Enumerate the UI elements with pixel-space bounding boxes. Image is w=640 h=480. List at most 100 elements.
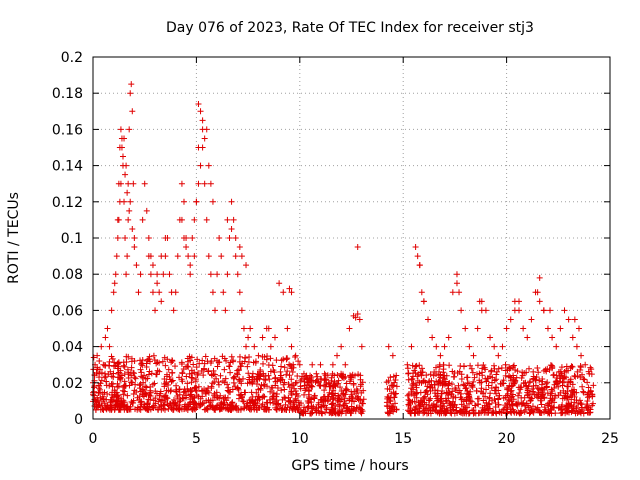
band-point [463,397,470,404]
band-point [464,380,471,387]
data-point [187,262,194,269]
band-point [584,391,591,398]
band-point [354,395,361,402]
data-point [557,325,564,332]
band-point [532,405,539,412]
band-point [210,367,217,374]
band-point [103,378,110,385]
x-tick-label: 5 [192,431,201,447]
data-point [288,289,295,296]
band-point [495,401,502,408]
band-point [205,397,212,404]
band-point [473,388,480,395]
band-point [191,394,198,401]
band-point [97,380,104,387]
band-point [468,398,475,405]
band-point [563,402,570,409]
band-point [286,384,293,391]
band-point [298,400,305,407]
band-point [281,386,288,393]
band-point [213,389,220,396]
band-point [414,409,421,416]
band-point [343,386,350,393]
band-point [421,409,428,416]
band-point [169,377,176,384]
band-point [216,406,223,413]
data-point [147,271,154,278]
data-point [228,198,235,205]
data-point [195,101,202,108]
band-point [476,370,483,377]
band-point [584,398,591,405]
band-point [100,406,107,413]
band-point [257,366,264,373]
band-point [293,390,300,397]
band-point [544,379,551,386]
band-point [558,410,565,417]
data-point [292,352,299,359]
data-point [520,325,527,332]
band-point [197,395,204,402]
band-point [124,392,131,399]
band-point [488,384,495,391]
band-point [348,398,355,405]
band-point [530,388,537,395]
band-point [506,397,513,404]
band-point [198,368,205,375]
band-point [478,388,485,395]
band-point [289,369,296,376]
band-point [238,394,245,401]
band-point [390,389,397,396]
band-point [480,397,487,404]
data-point [284,325,291,332]
band-point [259,394,266,401]
data-point [124,253,131,260]
band-point [521,402,528,409]
data-point [178,216,185,223]
band-point [412,381,419,388]
band-point [282,395,289,402]
band-point [319,397,326,404]
band-point [334,397,341,404]
band-point [488,367,495,374]
data-point [516,298,523,305]
band-point [266,396,273,403]
band-point [91,392,98,399]
y-axis: 0 0.02 0.04 0.06 0.08 0.1 0.12 0.14 0.16 0.18 0.2 [52,50,610,428]
band-point [93,399,100,406]
band-point [120,359,127,366]
band-point [168,359,175,366]
data-point [117,180,124,187]
data-point [565,316,572,323]
band-point [172,363,179,370]
band-point [188,354,195,361]
band-point [230,357,237,364]
data-point [141,180,148,187]
band-point [278,363,285,370]
band-point [471,402,478,409]
band-point [508,387,515,394]
band-point [350,406,357,413]
band-point [551,399,558,406]
band-point [159,358,166,365]
band-point [267,355,274,362]
data-point [561,307,568,314]
band-point [440,369,447,376]
band-point [510,380,517,387]
band-point [129,399,136,406]
band-point [178,359,185,366]
band-point [195,383,202,390]
band-point [292,354,299,361]
band-point [161,406,168,413]
band-point [451,401,458,408]
band-point [458,390,465,397]
data-point [199,117,206,124]
band-point [465,391,472,398]
data-point [280,289,287,296]
chart-title: Day 076 of 2023, Rate Of TEC Index for r… [166,20,534,36]
data-point [236,244,243,251]
band-point [383,399,390,406]
band-point [260,370,267,377]
band-point [427,407,434,414]
data-point [212,307,219,314]
